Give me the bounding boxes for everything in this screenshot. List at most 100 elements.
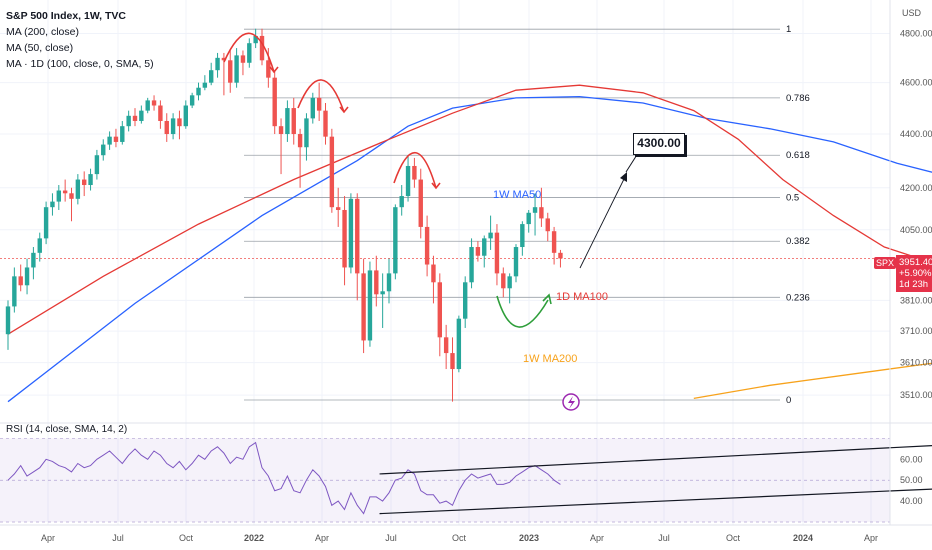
- y-tick-label: 3510.00: [900, 390, 932, 400]
- candle-body: [304, 118, 309, 148]
- rsi-channel-upper: [379, 445, 932, 475]
- ma100-label: 1D MA100: [556, 291, 608, 303]
- currency-label: USD: [902, 8, 922, 18]
- fib-level-label: 0.786: [786, 93, 810, 104]
- candle-body: [285, 108, 290, 135]
- x-tick-label: 2024: [793, 533, 813, 543]
- candle-body: [189, 95, 195, 106]
- candle-body: [126, 115, 131, 127]
- candle-body: [88, 174, 93, 186]
- rsi-tick-label: 50.00: [900, 475, 923, 485]
- candle-body: [355, 198, 360, 274]
- indicator-ma50[interactable]: MA (50, close): [6, 42, 74, 54]
- ma200-line: [693, 362, 932, 400]
- candle-body: [393, 207, 398, 274]
- x-tick-label: Apr: [41, 533, 55, 543]
- candle-body: [412, 165, 417, 180]
- candle-body: [259, 35, 265, 61]
- candle-body: [463, 282, 468, 319]
- bottom-arc-arrow-head: [542, 293, 552, 305]
- y-tick-label: 4800.00: [900, 29, 932, 39]
- candle-body: [196, 87, 201, 96]
- candle-body: [50, 201, 55, 208]
- y-tick-label: 3610.00: [900, 358, 932, 368]
- fibonacci-levels: 1 0.786 0.618 0.5 0.382 0.236 0: [0, 24, 890, 406]
- projection-arrow-head: [620, 172, 627, 182]
- top-arc-arrow-1-head: [269, 66, 279, 74]
- fib-level-label: 0.382: [786, 236, 810, 247]
- candle-body: [37, 238, 42, 253]
- top-arc-arrow-3: [393, 151, 437, 189]
- x-tick-label: Apr: [315, 533, 329, 543]
- candle-body: [12, 276, 17, 307]
- candle-body: [405, 165, 411, 197]
- candle-body: [120, 126, 125, 142]
- candle-body: [139, 110, 144, 121]
- projection-arrow: [579, 174, 627, 269]
- candle-body: [494, 232, 500, 274]
- price-change: +5.90%: [899, 268, 932, 279]
- candle-body: [520, 224, 525, 248]
- candle-body: [266, 60, 271, 78]
- grid-lines: [0, 0, 890, 525]
- indicator-ma100-daily[interactable]: MA · 1D (100, close, 0, SMA, 5): [6, 58, 154, 70]
- symbol-tag: SPX: [874, 257, 897, 269]
- y-tick-label: 3810.00: [900, 295, 932, 305]
- candlesticks: [5, 28, 563, 402]
- candle-body: [469, 247, 474, 283]
- ma200-label: 1W MA200: [523, 353, 577, 365]
- candle-body: [342, 209, 347, 268]
- candle-body: [75, 179, 81, 199]
- indicator-ma200[interactable]: MA (200, close): [6, 26, 79, 38]
- fib-level-label: 0.618: [786, 150, 810, 161]
- candle-body: [437, 282, 442, 338]
- candle-body: [539, 207, 544, 219]
- y-tick-label: 3710.00: [900, 326, 932, 336]
- fib-level-label: 1: [786, 24, 791, 35]
- candle-body: [56, 190, 61, 202]
- fib-level-label: 0.236: [786, 292, 810, 303]
- candle-body: [170, 118, 176, 135]
- candle-body: [43, 207, 49, 239]
- top-arc-arrow-2-head: [339, 106, 349, 114]
- y-tick-label: 4600.00: [900, 78, 932, 88]
- candle-body: [532, 207, 538, 213]
- bar-countdown: 1d 23h: [899, 279, 929, 290]
- candle-body: [69, 193, 74, 199]
- candle-body: [551, 231, 557, 253]
- candle-body: [158, 105, 163, 121]
- x-tick-label: Jul: [385, 533, 397, 543]
- candle-body: [443, 337, 449, 354]
- candle-body: [132, 115, 138, 121]
- candle-body: [31, 252, 36, 268]
- candle-body: [113, 136, 119, 142]
- y-tick-label: 4050.00: [900, 225, 932, 235]
- candle-body: [501, 273, 506, 289]
- rsi-line: [7, 441, 561, 515]
- candle-body: [316, 97, 322, 111]
- candle-body: [62, 190, 68, 194]
- rsi-indicator-label[interactable]: RSI (14, close, SMA, 14, 2): [6, 424, 128, 435]
- ma100-daily-line: [7, 84, 932, 335]
- x-tick-label: 2022: [244, 533, 264, 543]
- top-arc-arrow-2: [297, 79, 345, 113]
- candle-body: [228, 60, 233, 83]
- candle-body: [253, 35, 258, 44]
- candle-body: [386, 273, 392, 292]
- candle-body: [310, 97, 315, 119]
- candle-body: [513, 247, 519, 277]
- candle-body: [367, 270, 373, 341]
- candle-body: [101, 144, 106, 156]
- candle-body: [297, 134, 303, 148]
- top-arc-arrow-1: [223, 32, 275, 73]
- candle-body: [399, 196, 404, 208]
- x-tick-label: 2023: [519, 533, 539, 543]
- x-tick-label: Oct: [452, 533, 467, 543]
- x-tick-label: Apr: [590, 533, 604, 543]
- fib-level-label: 0.5: [786, 192, 799, 203]
- candle-body: [507, 276, 512, 289]
- rsi-channel-lower: [379, 488, 932, 515]
- last-price-tag: 3951.40 +5.90% 1d 23h: [896, 255, 932, 292]
